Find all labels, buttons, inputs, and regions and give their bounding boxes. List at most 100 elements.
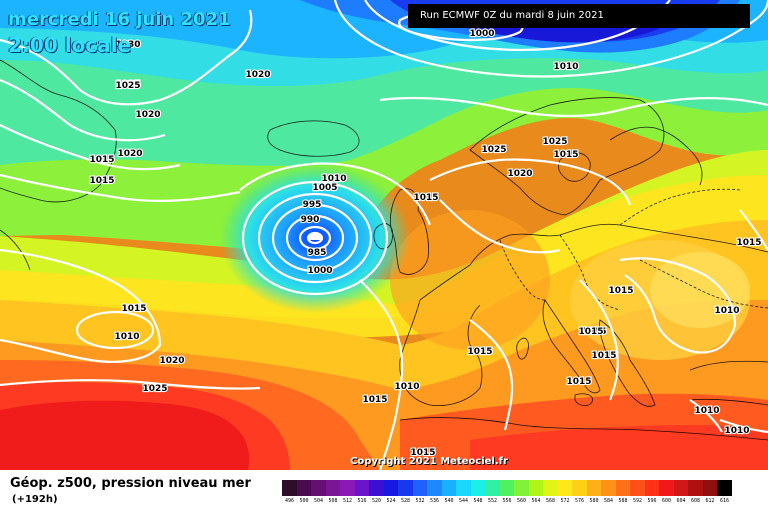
isobar-pressure-label: 1015 xyxy=(410,448,435,458)
isobar-pressure-label: 1000 xyxy=(307,266,332,276)
isobar-pressure-label: 1025 xyxy=(481,145,506,155)
color-scale-swatch: 496 xyxy=(282,480,297,504)
color-scale-value: 548 xyxy=(473,498,483,504)
color-scale-swatch: 508 xyxy=(325,480,340,504)
color-scale-value: 580 xyxy=(589,498,599,504)
isobar-pressure-label: 1015 xyxy=(413,193,438,203)
color-scale-value: 536 xyxy=(429,498,440,504)
color-scale-swatch: 552 xyxy=(485,480,500,504)
field-title: Géop. z500, pression niveau mer xyxy=(10,476,251,491)
color-scale-value: 500 xyxy=(299,498,309,504)
isobar-pressure-label: 1015 xyxy=(553,150,578,160)
isobar-pressure-label: 1015 xyxy=(467,347,492,357)
color-scale-value: 504 xyxy=(313,498,324,504)
color-scale-swatch: 500 xyxy=(296,480,311,504)
isobar-pressure-label: 1000 xyxy=(469,29,494,39)
color-scale-swatch: 568 xyxy=(543,480,558,504)
color-scale-value: 588 xyxy=(618,498,628,504)
color-scale-value: 520 xyxy=(371,498,382,504)
isobar-pressure-label: 1025 xyxy=(142,384,167,394)
color-scale-value: 524 xyxy=(386,498,396,504)
color-scale-swatch: 600 xyxy=(659,480,674,504)
color-scale-value: 576 xyxy=(574,498,585,504)
color-scale-value: 544 xyxy=(458,498,469,504)
color-scale-swatch: 512 xyxy=(340,480,355,504)
copyright-text: Copyright 2021 Meteociel.fr xyxy=(350,456,508,467)
isobar-pressure-label: 1020 xyxy=(117,149,142,159)
color-scale-value: 540 xyxy=(444,498,454,504)
color-scale-value: 528 xyxy=(400,498,411,504)
isobar-pressure-label: 1010 xyxy=(114,332,139,342)
isobar-pressure-label: 1030 xyxy=(115,40,140,50)
color-scale-swatch: 548 xyxy=(470,480,485,504)
isobar-pressure-label: 990 xyxy=(301,215,320,225)
color-scale-swatch: 532 xyxy=(412,480,427,504)
color-scale-value: 560 xyxy=(516,498,527,504)
color-scale-swatch: 572 xyxy=(557,480,572,504)
isobar-pressure-label: 1010 xyxy=(321,174,346,184)
color-scale-value: 596 xyxy=(647,498,657,504)
color-scale-swatch: 524 xyxy=(383,480,398,504)
color-scale-value: 556 xyxy=(502,498,512,504)
isobar-pressure-label: 1005 xyxy=(312,183,337,193)
isobar-pressure-label: 1005 xyxy=(312,183,337,193)
color-scale-swatch: 556 xyxy=(499,480,514,504)
isobar-pressure-label: 1010 xyxy=(394,382,419,392)
forecast-hour: (+192h) xyxy=(12,494,58,505)
isobar-pressure-label: 1025 xyxy=(115,80,140,90)
color-scale-swatch: 612 xyxy=(702,480,717,504)
color-scale-value: 616 xyxy=(719,498,730,504)
color-scale-value: 572 xyxy=(560,498,570,504)
color-scale-value: 612 xyxy=(705,498,715,504)
isobar-pressure-label: 1015 xyxy=(362,395,387,405)
color-scale-swatch: 540 xyxy=(441,480,456,504)
color-scale-swatch: 560 xyxy=(514,480,529,504)
color-scale-swatch: 588 xyxy=(615,480,630,504)
isobar-pressure-label: 1020 xyxy=(135,110,160,120)
weather-map: 1030 1020 1025 1020 1015 1020 1015 1000 1005 1010… xyxy=(0,0,768,470)
isobar-pressure-label: 1015 xyxy=(581,327,606,337)
isobar-pressure-label: 1025 xyxy=(115,81,140,91)
isobar-pressure-label: 985 xyxy=(308,248,327,258)
color-scale-swatch: 576 xyxy=(572,480,587,504)
color-scale-value: 532 xyxy=(415,498,425,504)
low-pressure-center xyxy=(309,234,321,240)
color-scale-value: 512 xyxy=(342,498,353,504)
color-scale-swatch: 584 xyxy=(601,480,616,504)
color-scale-value: 496 xyxy=(284,498,295,504)
color-scale-swatch: 528 xyxy=(398,480,413,504)
color-scale-swatch: 616 xyxy=(717,480,732,504)
color-scale-value: 604 xyxy=(676,498,686,504)
color-scale-swatch: 592 xyxy=(630,480,645,504)
color-scale-swatch: 544 xyxy=(456,480,471,504)
isobar-pressure-label: 1020 xyxy=(159,356,184,366)
run-info-banner: Run ECMWF 0Z du mardi 8 juin 2021 xyxy=(408,4,750,28)
coastlines xyxy=(0,59,768,441)
legend-footer: Géop. z500, pression niveau mer (+192h) … xyxy=(0,470,768,512)
isobar-pressure-label: 1010 xyxy=(694,406,719,416)
color-scale-swatch: 520 xyxy=(369,480,384,504)
color-scale-value: 600 xyxy=(661,498,672,504)
isobar-pressure-label: 1020 xyxy=(507,169,532,179)
isobar-pressure-label: 1020 xyxy=(245,70,270,80)
color-scale-swatch: 504 xyxy=(311,480,326,504)
color-scale-value: 592 xyxy=(632,498,643,504)
isobars xyxy=(0,0,768,470)
color-scale-swatch: 564 xyxy=(528,480,543,504)
color-scale-swatch: 608 xyxy=(688,480,703,504)
geopotential-field xyxy=(0,0,768,470)
isobar-pressure-label: 1015 xyxy=(566,377,591,387)
isobar-pressure-label: 1015 xyxy=(121,304,146,314)
isobar-pressure-label: 1015 xyxy=(89,155,114,165)
isobar-pressure-label: 1015 xyxy=(591,351,616,361)
color-scale-value: 564 xyxy=(531,498,541,504)
color-scale-value: 568 xyxy=(545,498,556,504)
isobar-pressure-label: 1010 xyxy=(714,306,739,316)
color-scale-swatch: 596 xyxy=(644,480,659,504)
isobar-pressure-label: 1015 xyxy=(736,238,761,248)
color-scale: 496 500 504 508 512 516 520 524 528 532 536 540 544 5… xyxy=(282,480,732,504)
color-scale-value: 552 xyxy=(487,498,498,504)
forecast-time: 2:00 locale xyxy=(8,33,132,57)
pressure-labels: 1030102010251020101510201015100010051010… xyxy=(88,28,762,459)
color-scale-value: 516 xyxy=(357,498,367,504)
